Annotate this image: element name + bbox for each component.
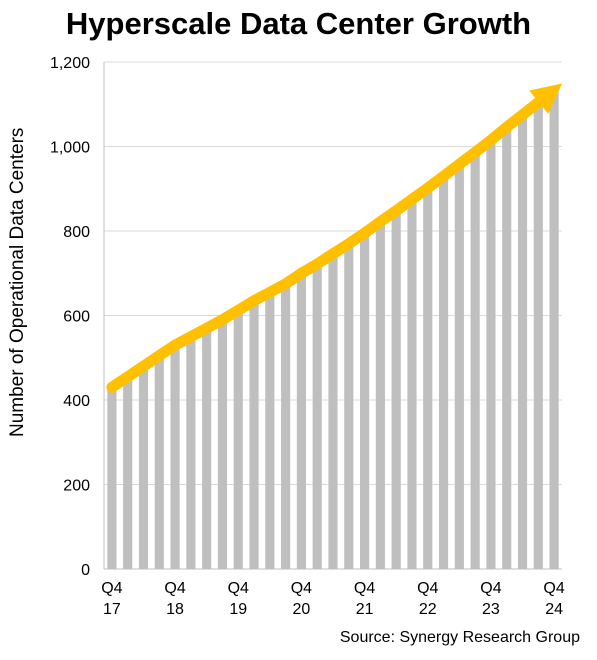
y-tick-label: 200 bbox=[63, 478, 90, 495]
x-tick-label: Q4 bbox=[543, 580, 564, 597]
bar bbox=[123, 376, 133, 569]
chart-title: Hyperscale Data Center Growth bbox=[65, 6, 532, 41]
x-tick-label: Q4 bbox=[480, 580, 501, 597]
x-tick-label: 21 bbox=[356, 601, 374, 618]
bar bbox=[170, 345, 180, 569]
bar bbox=[154, 355, 164, 569]
bar bbox=[186, 336, 196, 569]
x-tick-label: Q4 bbox=[291, 580, 312, 597]
y-tick-label: 400 bbox=[63, 393, 90, 410]
bar bbox=[249, 300, 259, 569]
bar bbox=[360, 233, 370, 570]
bar bbox=[438, 176, 449, 569]
x-tick-label: 18 bbox=[166, 601, 184, 618]
x-tick-label: Q4 bbox=[417, 580, 438, 597]
bar bbox=[502, 127, 512, 569]
bar bbox=[517, 114, 528, 569]
y-tick-label: 1,200 bbox=[50, 55, 90, 72]
bar bbox=[202, 328, 212, 569]
bar bbox=[312, 263, 322, 569]
bar bbox=[454, 164, 464, 569]
bar bbox=[138, 366, 149, 569]
x-tick-labels: Q4 17 Q4 18 Q4 19 Q4 20 Q4 21 Q4 22 Q4 23 Q4 24 bbox=[101, 580, 565, 618]
x-tick-label: 20 bbox=[293, 601, 311, 618]
bar bbox=[233, 310, 243, 569]
bar bbox=[281, 283, 291, 569]
bar bbox=[217, 319, 228, 569]
x-tick-label: Q4 bbox=[101, 580, 122, 597]
x-tick-label: 19 bbox=[229, 601, 247, 618]
bar bbox=[486, 140, 496, 569]
x-tick-label: Q4 bbox=[228, 580, 249, 597]
axes bbox=[103, 62, 562, 570]
trend-arrow bbox=[106, 83, 563, 393]
y-tick-label: 600 bbox=[63, 309, 90, 326]
y-tick-label: 0 bbox=[81, 562, 90, 579]
bar bbox=[533, 102, 543, 569]
x-tick-label: 17 bbox=[103, 601, 121, 618]
y-tick-label: 800 bbox=[63, 224, 90, 241]
bar bbox=[407, 199, 417, 569]
bar bbox=[265, 292, 275, 569]
bar bbox=[296, 273, 306, 569]
trend-arrow-head bbox=[529, 83, 563, 114]
trend-arrow-shaft bbox=[106, 92, 551, 393]
bar bbox=[470, 152, 480, 570]
y-tick-label: 1,000 bbox=[50, 140, 90, 157]
bar bbox=[107, 387, 117, 569]
bar bbox=[344, 243, 354, 570]
bars bbox=[107, 89, 559, 570]
bar bbox=[549, 89, 559, 570]
x-tick-label: 24 bbox=[545, 601, 563, 618]
x-tick-label: Q4 bbox=[164, 580, 185, 597]
source-note: Source: Synergy Research Group bbox=[339, 629, 580, 646]
x-tick-label: 22 bbox=[419, 601, 437, 618]
y-tick-labels: 0 200 400 600 800 1,000 1,200 bbox=[50, 55, 90, 579]
x-tick-label: 23 bbox=[482, 601, 500, 618]
bar bbox=[375, 221, 385, 569]
bar bbox=[328, 253, 338, 569]
x-tick-label: Q4 bbox=[354, 580, 375, 597]
bar bbox=[423, 187, 433, 569]
bar bbox=[391, 210, 401, 569]
